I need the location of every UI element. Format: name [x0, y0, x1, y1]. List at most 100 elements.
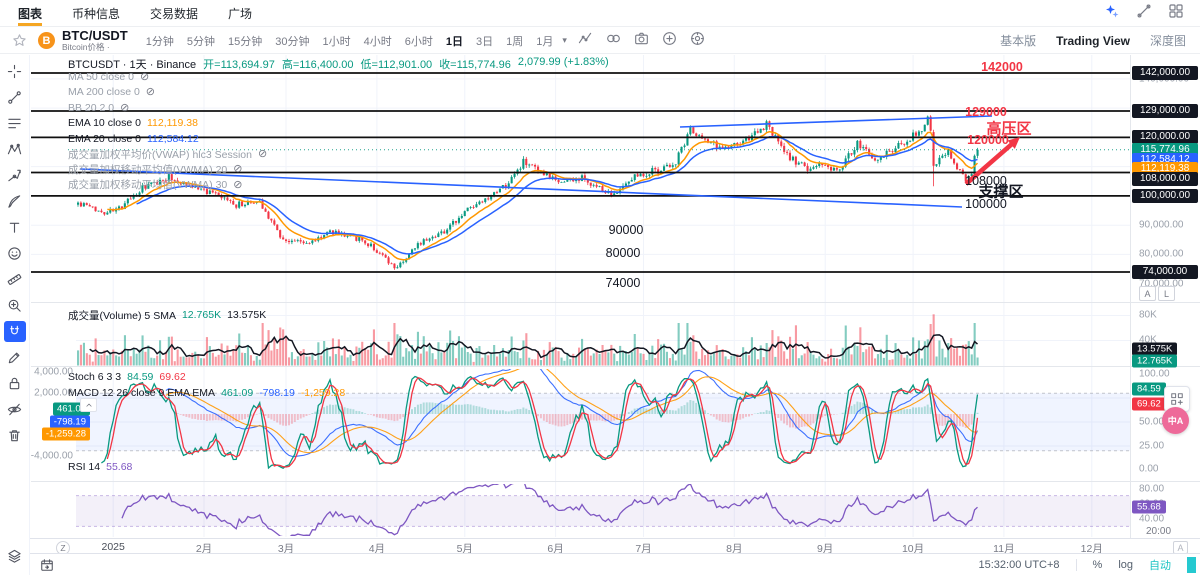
translate-floating-button[interactable]: 中A: [1162, 407, 1189, 434]
timeframe-3日[interactable]: 3日: [475, 35, 494, 48]
eye-off-icon[interactable]: ⊘: [139, 71, 150, 83]
timeframe-6小时[interactable]: 6小时: [404, 35, 433, 48]
trendline-support[interactable]: [79, 168, 963, 208]
menu-tab-交易数据[interactable]: 交易数据: [150, 6, 199, 21]
emoji-tool[interactable]: [4, 243, 26, 264]
time-axis[interactable]: Z 2025 2月 3月 4月 5月 6月 7月 8月 9月 10月 11月 12月 A: [30, 538, 1200, 555]
volume-legend[interactable]: 成交量(Volume) 5 SMA 12.765K 13.575K: [68, 308, 266, 322]
indicator-legend-row[interactable]: MA 200 close 0 ⊘: [68, 85, 155, 99]
mode-tab-Trading View[interactable]: Trading View: [1056, 33, 1130, 48]
indicator-legend-row[interactable]: MA 50 close 0 ⊘: [68, 70, 149, 84]
delete-drawings-tool[interactable]: [4, 425, 26, 446]
month-label-6月[interactable]: 6月: [547, 543, 564, 555]
layout-grid-icon[interactable]: [1168, 3, 1184, 24]
mode-tab-深度图[interactable]: 深度图: [1149, 34, 1186, 48]
macd-legend[interactable]: MACD 12 26 close 9 EMA EMA 461.09 -798.19-…: [68, 386, 345, 400]
xabcd-pattern-tool[interactable]: [4, 139, 26, 160]
timeframe-4小时[interactable]: 4小时: [363, 35, 392, 48]
symbol-name[interactable]: BTC/USDT: [62, 28, 128, 43]
month-label-10月[interactable]: 10月: [901, 543, 925, 555]
timeframe-1周[interactable]: 1周: [506, 35, 524, 48]
price-tick: 70,000.00: [1139, 278, 1184, 290]
chart-settings-icon[interactable]: [690, 31, 705, 51]
forecast-tool[interactable]: [4, 165, 26, 186]
volume-tick: 80K: [1139, 309, 1157, 321]
pane-collapse-button[interactable]: [80, 398, 97, 412]
draw-line-icon[interactable]: [1136, 3, 1152, 24]
month-label-8月[interactable]: 8月: [726, 543, 743, 555]
indicator-legend-row[interactable]: 成交量加权移动平均值(VWMA) 30 ⊘: [68, 178, 242, 192]
timeframe-5分钟[interactable]: 5分钟: [186, 35, 215, 48]
axis-L-button[interactable]: L: [1158, 286, 1175, 301]
rsi-legend[interactable]: RSI 14 55.68: [68, 460, 132, 474]
indicators-icon[interactable]: [578, 31, 593, 51]
timeframe-30分钟[interactable]: 30分钟: [275, 35, 310, 48]
compare-icon[interactable]: [606, 31, 621, 51]
menu-tab-图表[interactable]: 图表: [18, 0, 43, 26]
lock-all-tool[interactable]: [4, 373, 26, 394]
crosshair-tool[interactable]: [4, 61, 26, 82]
price-annotation: 支撑区: [978, 183, 1024, 201]
month-label-9月[interactable]: 9月: [816, 543, 834, 555]
indicator-legend-row[interactable]: 成交量加权移动平均值(VWMA) 20 ⊘: [68, 162, 242, 176]
object-tree-tool[interactable]: [4, 546, 26, 567]
menu-tab-币种信息[interactable]: 币种信息: [72, 6, 121, 21]
brush-tool[interactable]: [4, 191, 26, 212]
zoom-in-tool[interactable]: [4, 295, 26, 316]
price-annotation: 100000: [965, 197, 1007, 211]
month-label-12月[interactable]: 12月: [1080, 543, 1103, 555]
log-scale-button[interactable]: log: [1118, 558, 1133, 571]
drawing-lock-tool[interactable]: [4, 347, 26, 368]
volume-badge: 13.575K: [1132, 342, 1178, 356]
arrow-annotation[interactable]: [964, 140, 1016, 186]
month-label-2025[interactable]: 2025: [101, 541, 125, 553]
add-alert-icon[interactable]: [662, 31, 677, 51]
screenshot-icon[interactable]: [634, 31, 649, 51]
timeframe-1分钟[interactable]: 1分钟: [145, 35, 174, 48]
indicator-legend-row[interactable]: EMA 20 close 0 112,584.12: [68, 132, 199, 146]
ohlc-legend[interactable]: BTCUSDT · 1天 · Binance 开=113,694.97 高=116,…: [68, 56, 609, 72]
indicator-label: MA 200 close 0: [68, 86, 140, 99]
axis-A-button[interactable]: A: [1139, 286, 1156, 301]
mode-tab-基本版[interactable]: 基本版: [1000, 34, 1037, 48]
fib-retracement-tool[interactable]: [4, 113, 26, 134]
month-label-4月[interactable]: 4月: [368, 543, 386, 555]
menu-tab-广场[interactable]: 广场: [228, 6, 253, 21]
month-label-11月[interactable]: 11月: [993, 543, 1015, 555]
eye-off-icon[interactable]: ⊘: [233, 163, 243, 176]
clock[interactable]: 15:32:00 UTC+8: [978, 558, 1060, 571]
month-label-2月[interactable]: 2月: [195, 543, 213, 555]
auto-scale-button[interactable]: 自动: [1149, 559, 1171, 572]
timeframe-1日[interactable]: 1日: [445, 35, 463, 48]
text-tool[interactable]: [4, 217, 26, 238]
cursor-accent: [1187, 556, 1196, 573]
month-label-7月[interactable]: 7月: [635, 543, 652, 555]
percent-scale-button[interactable]: %: [1092, 558, 1103, 571]
timeframe-1小时[interactable]: 1小时: [322, 35, 351, 48]
timeframe-15分钟[interactable]: 15分钟: [227, 35, 263, 48]
stoch-legend[interactable]: Stoch 6 3 3 84.59 69.62: [68, 370, 186, 384]
eye-off-icon[interactable]: ⊘: [233, 178, 243, 191]
eye-off-icon[interactable]: ⊘: [257, 148, 268, 160]
indicator-legend-row[interactable]: 成交量加权平均价(VWAP) hlc3 Session ⊘: [68, 147, 267, 161]
timeframe-dropdown-caret[interactable]: ▾: [562, 35, 567, 45]
ema10-line[interactable]: [107, 130, 979, 261]
trendline-resistance[interactable]: [679, 115, 993, 128]
hide-drawings-tool[interactable]: [4, 399, 26, 420]
favorite-star-icon[interactable]: [12, 33, 27, 48]
timeframe-1月[interactable]: 1月: [536, 35, 554, 48]
price-tick: 90,000.00: [1139, 219, 1184, 231]
ai-assistant-icon[interactable]: [1104, 3, 1120, 24]
trendline-tool[interactable]: [4, 87, 26, 108]
month-label-3月[interactable]: 3月: [277, 543, 295, 555]
ema20-line[interactable]: [136, 135, 978, 255]
month-label-5月[interactable]: 5月: [456, 543, 473, 555]
eye-off-icon[interactable]: ⊘: [145, 86, 156, 99]
ruler-tool[interactable]: [4, 269, 26, 290]
magnet-tool[interactable]: [3, 321, 26, 342]
eye-off-icon[interactable]: ⊘: [120, 101, 130, 114]
indicator-legend-row[interactable]: BB 20 2 0 ⊘: [68, 101, 129, 115]
go-to-date-icon[interactable]: [40, 558, 54, 572]
indicator-legend-row[interactable]: EMA 10 close 0 112,119.38: [68, 116, 198, 130]
